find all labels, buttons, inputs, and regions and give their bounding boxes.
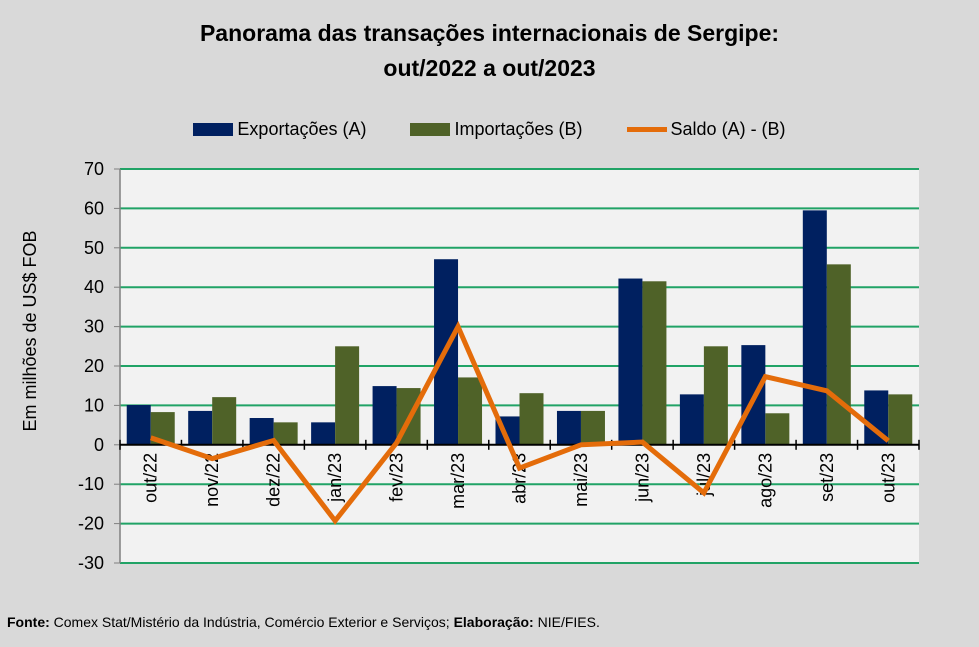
bar-exports [802, 210, 827, 445]
footer: Fonte: Comex Stat/Mistério da Indústria,… [7, 614, 600, 630]
elaboration-text: NIE/FIES. [533, 614, 600, 630]
bar-imports [273, 422, 298, 445]
y-tick-label: -20 [78, 514, 104, 534]
x-tick-label: set/23 [817, 453, 837, 502]
y-tick-label: 30 [84, 317, 104, 337]
x-tick-label: mar/23 [448, 453, 468, 509]
chart-title-line2: out/2022 a out/2023 [383, 55, 596, 81]
source-label: Fonte: [7, 614, 50, 630]
legend-item-imports: Importações (B) [410, 119, 583, 140]
legend-label: Exportações (A) [237, 119, 367, 139]
bar-exports [372, 386, 397, 445]
y-tick-label: 60 [84, 198, 104, 218]
legend-swatch [193, 123, 234, 136]
x-tick-label: jan/23 [325, 453, 345, 503]
bar-exports [679, 394, 704, 445]
y-axis-title: Em milhões de US$ FOB [20, 230, 40, 431]
bar-imports [765, 413, 790, 445]
bar-imports [458, 377, 483, 445]
x-tick-label: mai/23 [571, 453, 591, 507]
legend-item-exports: Exportações (A) [193, 119, 366, 140]
x-tick-label: out/22 [141, 453, 161, 503]
x-tick-label: out/23 [878, 453, 898, 503]
bar-exports [188, 410, 213, 445]
legend: Exportações (A) Importações (B) Saldo (A… [0, 119, 979, 140]
x-tick-label: fev/23 [387, 453, 407, 502]
x-tick-label: nov/22 [202, 453, 222, 507]
legend-label: Saldo (A) - (B) [670, 119, 786, 139]
bar-imports [212, 397, 237, 445]
bar-exports [311, 422, 336, 445]
legend-line [626, 127, 667, 132]
y-tick-label: 40 [84, 277, 104, 297]
bar-exports [556, 410, 581, 445]
y-tick-label: 10 [84, 395, 104, 415]
bar-imports [888, 394, 913, 445]
y-tick-label: 50 [84, 238, 104, 258]
y-tick-label: 70 [84, 159, 104, 179]
bar-imports [335, 346, 360, 445]
bar-imports [826, 264, 851, 445]
elaboration-label: Elaboração: [453, 614, 534, 630]
bar-exports [618, 278, 643, 445]
bar-imports [580, 410, 605, 445]
bar-imports [519, 393, 544, 445]
bar-exports [126, 405, 151, 445]
x-tick-label: jun/23 [632, 453, 652, 503]
y-tick-label: -30 [78, 553, 104, 573]
legend-item-balance: Saldo (A) - (B) [626, 119, 786, 140]
y-tick-label: 0 [94, 435, 104, 455]
legend-swatch [410, 123, 451, 136]
bar-imports [642, 281, 667, 445]
x-tick-label: dez/22 [264, 453, 284, 507]
legend-label: Importações (B) [454, 119, 583, 139]
bar-imports [703, 346, 728, 445]
chart-title-line1: Panorama das transações internacionais d… [199, 20, 780, 46]
y-tick-label: -10 [78, 474, 104, 494]
source-text: Comex Stat/Mistério da Indústria, Comérc… [49, 614, 454, 630]
y-tick-label: 20 [84, 356, 104, 376]
x-tick-label: ago/23 [755, 453, 775, 508]
x-tick-label: abr/23 [510, 453, 530, 504]
